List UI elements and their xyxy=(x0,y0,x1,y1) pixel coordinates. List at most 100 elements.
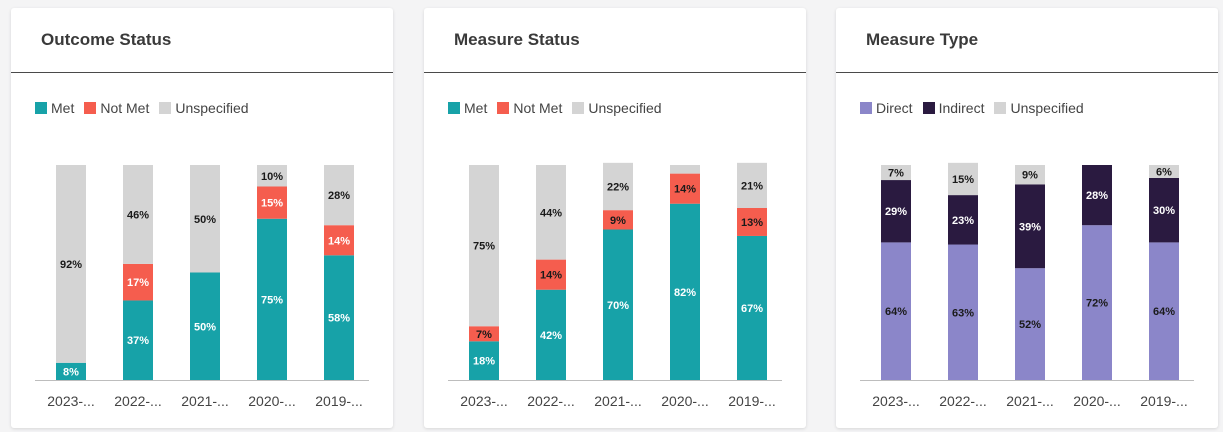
data-label: 23% xyxy=(952,215,974,227)
bar-segment-met[interactable] xyxy=(536,289,566,380)
legend-item-met[interactable]: Met xyxy=(448,100,487,116)
legend-swatch xyxy=(922,102,935,114)
bar-segment-unspecified[interactable] xyxy=(324,165,354,226)
legend-label: Met xyxy=(51,100,75,116)
bar-segment-unspecified[interactable] xyxy=(1015,165,1045,185)
legend-swatch xyxy=(35,102,47,114)
data-label: 50% xyxy=(194,321,216,333)
data-label: 75% xyxy=(261,294,283,306)
bar-segment-indirect[interactable] xyxy=(1015,184,1045,269)
card-title: Measure Status xyxy=(454,30,580,49)
bar-segment-unspecified[interactable] xyxy=(257,165,287,187)
x-tick-label: 2019-... xyxy=(728,393,775,409)
legend-swatch xyxy=(572,102,585,114)
card-title: Measure Type xyxy=(866,30,979,49)
data-label: 8% xyxy=(63,366,79,378)
data-label: 9% xyxy=(1022,170,1038,182)
legend-item-not-met[interactable]: Not Met xyxy=(497,100,562,116)
bar-segment-unspecified[interactable] xyxy=(948,162,978,196)
bar-segment-met[interactable] xyxy=(670,203,700,380)
bar-segment-indirect[interactable] xyxy=(881,180,911,243)
bar-segment-met[interactable] xyxy=(123,300,153,380)
data-label: 67% xyxy=(741,303,763,315)
data-label: 64% xyxy=(1153,306,1175,318)
bar-segment-not-met[interactable] xyxy=(603,210,633,230)
bar-segment-not-met[interactable] xyxy=(469,326,499,342)
bar-segment-direct[interactable] xyxy=(1082,225,1112,380)
chart-legend: Met Not Met Unspecified xyxy=(448,100,662,116)
legend-item-unspecified[interactable]: Unspecified xyxy=(994,100,1084,116)
bar-segment-unspecified[interactable] xyxy=(1149,165,1179,178)
x-tick-label: 2020-... xyxy=(248,393,295,409)
data-label: 52% xyxy=(1019,319,1041,331)
bar-segment-unspecified[interactable] xyxy=(603,162,633,211)
bar-segment-met[interactable] xyxy=(324,255,354,380)
bar-segment-indirect[interactable] xyxy=(948,195,978,245)
legend-label: Not Met xyxy=(513,100,563,116)
bar-segment-unspecified[interactable] xyxy=(737,162,767,208)
data-label: 14% xyxy=(328,235,350,247)
data-label: 10% xyxy=(261,171,283,183)
bar-segment-unspecified[interactable] xyxy=(670,165,700,174)
legend-label: Unspecified xyxy=(1010,100,1084,116)
legend-label: Indirect xyxy=(938,100,985,116)
bar-segment-indirect[interactable] xyxy=(1082,165,1112,226)
data-label: 92% xyxy=(60,259,82,271)
bar-segment-not-met[interactable] xyxy=(670,173,700,204)
data-label: 44% xyxy=(540,207,562,219)
data-label: 42% xyxy=(540,330,562,342)
legend-item-indirect[interactable]: Indirect xyxy=(922,100,985,116)
card-title: Outcome Status xyxy=(41,30,172,49)
bar-segment-unspecified[interactable] xyxy=(469,165,499,327)
bar-segment-met[interactable] xyxy=(737,235,767,380)
legend-label: Direct xyxy=(876,100,913,116)
legend-item-met[interactable]: Met xyxy=(35,100,74,116)
bar-segment-met[interactable] xyxy=(257,218,287,380)
bar-segment-not-met[interactable] xyxy=(123,263,153,301)
bar-segment-not-met[interactable] xyxy=(737,208,767,236)
bar-segment-not-met[interactable] xyxy=(324,225,354,256)
data-label: 46% xyxy=(127,209,149,221)
x-tick-label: 2019-... xyxy=(1140,393,1187,409)
bar-segment-unspecified[interactable] xyxy=(56,165,86,363)
bar-segment-unspecified[interactable] xyxy=(190,165,220,273)
data-label: 28% xyxy=(1086,190,1108,202)
legend-swatch xyxy=(448,102,460,114)
card-header: Measure Type xyxy=(836,8,1218,73)
x-tick-label: 2022-... xyxy=(527,393,574,409)
bar-segment-indirect[interactable] xyxy=(1149,177,1179,243)
bar-segment-not-met[interactable] xyxy=(257,186,287,219)
bar-segment-unspecified[interactable] xyxy=(536,165,566,260)
bar-segment-direct[interactable] xyxy=(881,242,911,380)
bar-segment-met[interactable] xyxy=(56,362,86,380)
legend-swatch xyxy=(497,102,510,114)
bar-segment-not-met[interactable] xyxy=(536,259,566,290)
data-label: 21% xyxy=(741,180,763,192)
bar-segment-direct[interactable] xyxy=(1149,242,1179,380)
bar-segment-met[interactable] xyxy=(469,341,499,380)
legend-item-unspecified[interactable]: Unspecified xyxy=(159,100,249,116)
data-label: 70% xyxy=(607,300,629,312)
legend-swatch xyxy=(84,102,97,114)
outcome-status-card: Outcome Status Met Not Met Unspecified 8… xyxy=(11,8,393,428)
legend-item-direct[interactable]: Direct xyxy=(860,100,913,116)
data-label: 7% xyxy=(476,329,492,341)
bar-segment-direct[interactable] xyxy=(1015,268,1045,380)
x-tick-label: 2023-... xyxy=(47,393,94,409)
bar-segment-direct[interactable] xyxy=(948,244,978,380)
data-label: 28% xyxy=(328,190,350,202)
data-label: 14% xyxy=(540,270,562,282)
bar-segment-met[interactable] xyxy=(603,229,633,381)
chart-legend: Direct Indirect Unspecified xyxy=(860,100,1084,116)
outcome-status-plot: 8% 92% 2023-... 37% 17% 46% 2022-... 50% 50% 2021… xyxy=(35,165,369,409)
data-label: 14% xyxy=(674,184,696,196)
data-label: 17% xyxy=(127,277,149,289)
x-tick-label: 2021-... xyxy=(594,393,641,409)
bar-segment-unspecified[interactable] xyxy=(123,165,153,264)
bar-segment-unspecified[interactable] xyxy=(881,165,911,181)
legend-item-unspecified[interactable]: Unspecified xyxy=(572,100,662,116)
bar-segment-met[interactable] xyxy=(190,272,220,381)
data-label: 29% xyxy=(885,206,907,218)
x-tick-label: 2019-... xyxy=(315,393,362,409)
legend-item-not-met[interactable]: Not Met xyxy=(84,100,149,116)
